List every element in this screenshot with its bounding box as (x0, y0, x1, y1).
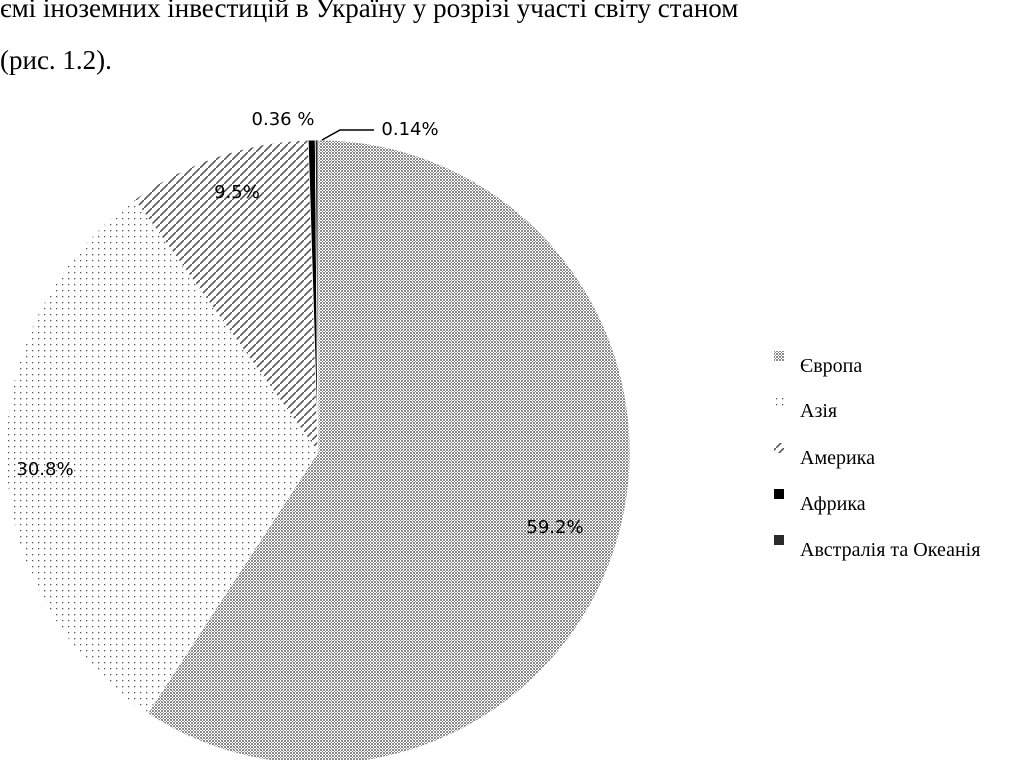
legend-marker (774, 489, 784, 499)
legend-label: Європа (800, 344, 1012, 388)
legend-marker (774, 351, 784, 361)
data-label: 0.36 % (252, 109, 315, 130)
legend-label: Азія (800, 389, 1012, 433)
legend-marker (774, 535, 784, 545)
data-label: 59.2% (526, 517, 583, 538)
legend-label: Америка (800, 436, 1012, 480)
data-label: 9.5% (214, 182, 260, 203)
page: ємі іноземних інвестицій в Україну у роз… (0, 0, 1030, 760)
leader-line (322, 130, 374, 140)
legend-marker (774, 443, 784, 453)
legend-label: Африка (800, 482, 1012, 526)
legend-marker (774, 396, 784, 406)
data-label: 30.8% (16, 459, 73, 480)
legend-label: Австралія та Океанія (800, 528, 1012, 572)
data-label: 0.14% (381, 119, 438, 140)
